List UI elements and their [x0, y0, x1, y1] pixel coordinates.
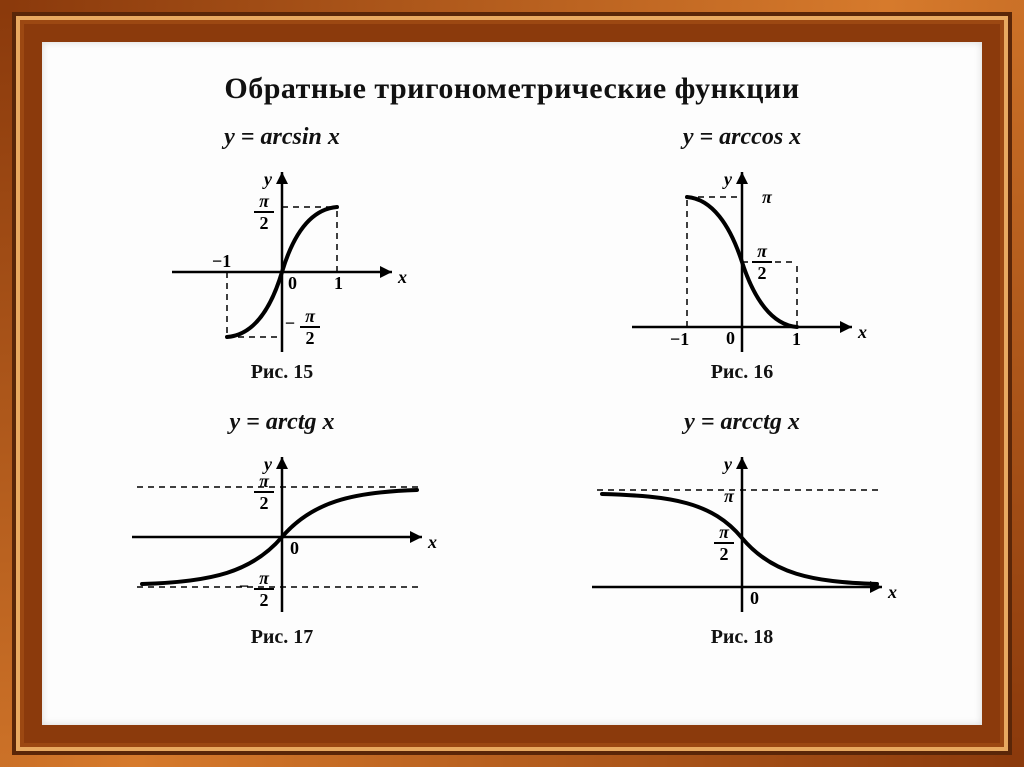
svg-text:2: 2: [758, 263, 767, 283]
axis-x-label: x: [857, 322, 867, 342]
svg-text:−: −: [239, 576, 249, 596]
svg-text:−: −: [285, 313, 295, 333]
plot-arcctg: x y 0 π π 2: [582, 442, 902, 622]
caption-arcctg: Рис. 18: [711, 626, 774, 649]
formula-lhs: y: [683, 124, 694, 150]
page-content: Обратные тригонометрические функции y = …: [42, 42, 982, 725]
formula-lhs: y: [684, 409, 695, 435]
formula-rhs: arcsin x: [260, 124, 339, 150]
caption-arctg: Рис. 17: [251, 626, 314, 649]
caption-arcsin: Рис. 15: [251, 361, 314, 384]
formula-eq: =: [240, 409, 266, 435]
svg-text:π: π: [259, 568, 270, 588]
ytick-pi2-bot: − π 2: [239, 568, 274, 610]
svg-text:2: 2: [260, 590, 269, 610]
ytick-pi2: π 2: [752, 241, 772, 283]
svg-text:π: π: [719, 522, 730, 542]
formula-rhs: arcctg x: [721, 409, 800, 435]
svg-text:2: 2: [260, 493, 269, 513]
ytick-pi2-top: π 2: [254, 471, 274, 513]
formula-arctg: y = arctg x: [229, 409, 334, 436]
svg-text:π: π: [305, 306, 316, 326]
plot-arcsin: x y 0 −1 1 π 2 − π: [152, 157, 412, 357]
axis-x-label: x: [397, 267, 407, 287]
picture-frame: Обратные тригонометрические функции y = …: [0, 0, 1024, 767]
axis-x-label: x: [887, 582, 897, 602]
axis-x-label: x: [427, 532, 437, 552]
origin-label: 0: [290, 538, 299, 558]
svg-text:π: π: [259, 471, 270, 491]
ytick-pi2-top: π 2: [254, 191, 274, 233]
formula-eq: =: [693, 124, 719, 150]
svg-text:2: 2: [720, 544, 729, 564]
chart-grid: y = arcsin x x y: [72, 124, 952, 684]
ytick-pi: π: [762, 187, 773, 207]
svg-text:π: π: [259, 191, 270, 211]
formula-rhs: arctg x: [266, 409, 335, 435]
caption-arccos: Рис. 16: [711, 361, 774, 384]
formula-rhs: arccos x: [719, 124, 801, 150]
chart-arccos: y = arccos x x y 0 −1: [532, 124, 952, 399]
formula-eq: =: [695, 409, 721, 435]
svg-text:π: π: [757, 241, 768, 261]
formula-arcsin: y = arcsin x: [224, 124, 340, 151]
xtick-1: 1: [334, 273, 343, 293]
xtick-neg1: −1: [670, 329, 689, 349]
plot-arccos: x y 0 −1 1 π π 2: [612, 157, 872, 357]
origin-label: 0: [288, 273, 297, 293]
formula-arccos: y = arccos x: [683, 124, 801, 151]
chart-arcctg: y = arcctg x x y 0 π π: [532, 409, 952, 684]
axis-y-label: y: [722, 169, 733, 189]
ytick-pi2-bot: − π 2: [285, 306, 320, 348]
xtick-1: 1: [792, 329, 801, 349]
formula-eq: =: [235, 124, 261, 150]
axis-y-label: y: [262, 169, 273, 189]
plot-arctg: x y 0 π 2 − π 2: [122, 442, 442, 622]
svg-text:2: 2: [260, 213, 269, 233]
chart-arcsin: y = arcsin x x y: [72, 124, 492, 399]
axis-y-label: y: [722, 454, 733, 474]
page-title: Обратные тригонометрические функции: [72, 72, 952, 106]
chart-arctg: y = arctg x x y 0 π: [72, 409, 492, 684]
formula-arcctg: y = arcctg x: [684, 409, 800, 436]
formula-lhs: y: [229, 409, 240, 435]
formula-lhs: y: [224, 124, 235, 150]
origin-label: 0: [750, 588, 759, 608]
ytick-pi: π: [724, 486, 735, 506]
origin-label: 0: [726, 328, 735, 348]
xtick-neg1: −1: [212, 251, 231, 271]
svg-text:2: 2: [306, 328, 315, 348]
